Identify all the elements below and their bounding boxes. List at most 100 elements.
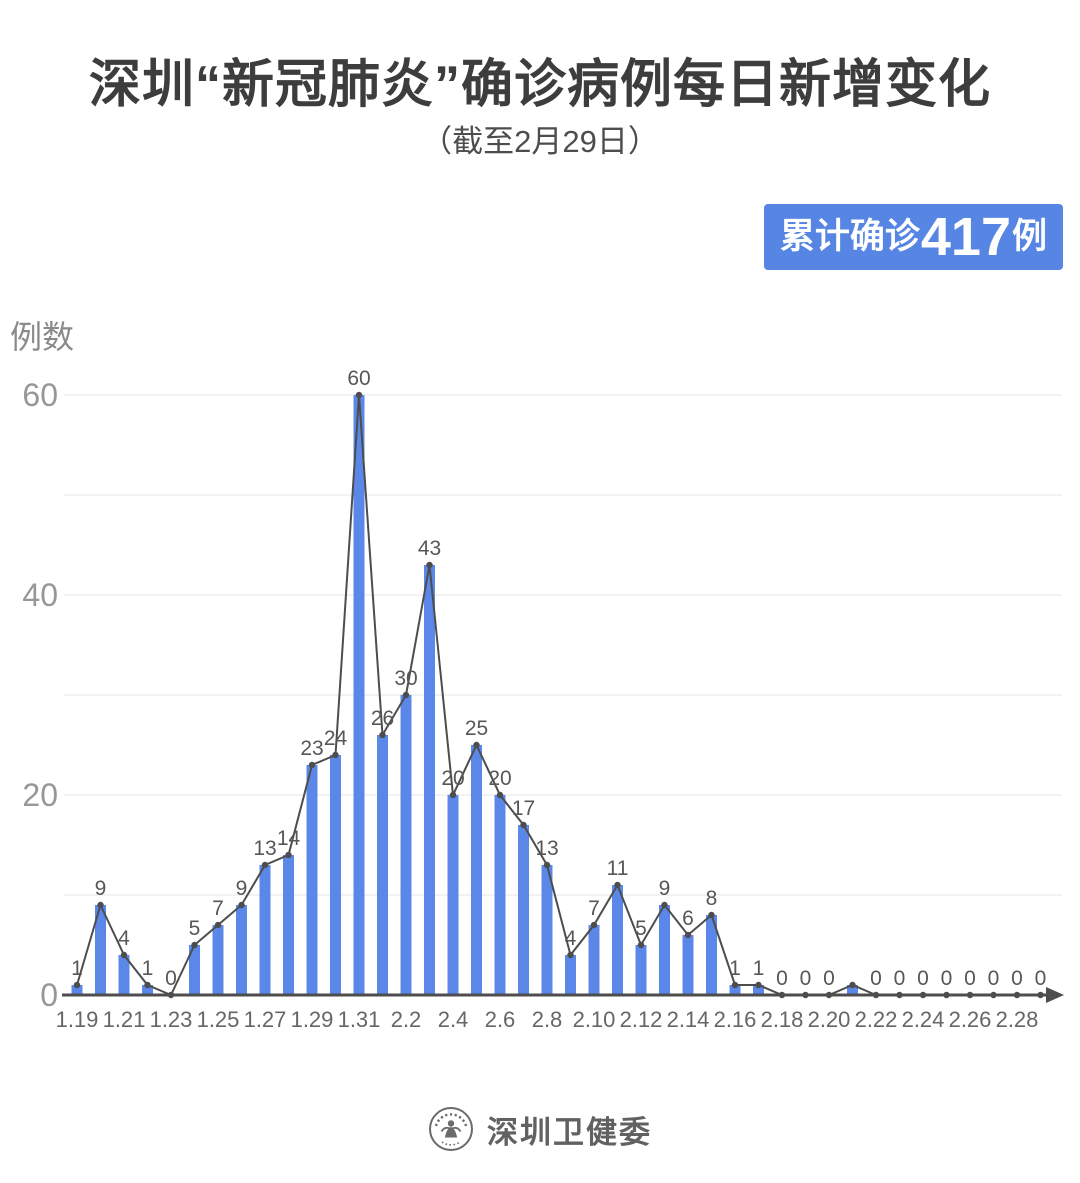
data-point-1.24 xyxy=(191,941,198,949)
value-label: 7 xyxy=(588,897,600,920)
data-point-2.9 xyxy=(567,951,574,959)
bar-2.9 xyxy=(565,955,576,995)
value-label: 0 xyxy=(776,967,788,990)
logo-outer-ring xyxy=(429,1107,473,1151)
bar-2.10 xyxy=(588,925,600,995)
value-label: 0 xyxy=(1011,967,1023,990)
x-tick-label: 2.16 xyxy=(714,1007,757,1032)
x-tick-label: 2.12 xyxy=(620,1007,663,1032)
data-point-2.17 xyxy=(755,981,762,989)
page-title: 深圳“新冠肺炎”确诊病例每日新增变化 xyxy=(88,56,991,114)
value-label: 20 xyxy=(441,767,464,790)
value-label: 9 xyxy=(95,877,107,900)
logo-text-ring xyxy=(434,1113,468,1127)
bar-2.5 xyxy=(471,745,482,995)
value-label: 4 xyxy=(118,927,130,950)
value-label: 0 xyxy=(823,967,835,990)
footer: 深圳卫健委 xyxy=(0,1106,1080,1152)
bar-1.27 xyxy=(259,865,271,995)
data-point-1.22 xyxy=(144,981,151,989)
data-point-2.2 xyxy=(402,691,410,699)
data-point-1.19 xyxy=(73,981,81,989)
x-tick-label: 2.14 xyxy=(667,1007,710,1032)
x-tick-label: 2.2 xyxy=(391,1007,422,1032)
value-label: 0 xyxy=(800,967,812,990)
bar-2.14 xyxy=(682,935,694,995)
data-point-1.26 xyxy=(238,901,245,909)
data-point-2.7 xyxy=(520,821,527,829)
x-tick-label: 2.26 xyxy=(949,1007,992,1032)
data-point-2.4 xyxy=(449,791,457,799)
data-point-2.16 xyxy=(731,981,739,989)
bar-2.7 xyxy=(518,825,529,995)
badge-unit: 例 xyxy=(1011,217,1047,256)
data-point-2.1 xyxy=(379,731,386,739)
data-point-2.14 xyxy=(684,931,692,939)
value-label: 0 xyxy=(165,967,177,990)
logo-bottom-text xyxy=(441,1141,461,1146)
bar-1.20 xyxy=(95,905,106,995)
data-point-1.31 xyxy=(355,391,363,399)
x-tick-label: 2.24 xyxy=(902,1007,945,1032)
bar-2.21 xyxy=(847,985,858,995)
data-point-2.28 xyxy=(1013,991,1021,999)
x-axis-arrow xyxy=(1046,987,1064,1003)
bar-1.30 xyxy=(330,755,341,995)
y-axis-title: 例数 xyxy=(10,319,75,355)
x-tick-label: 2.10 xyxy=(573,1007,616,1032)
footer-org-name: 深圳卫健委 xyxy=(487,1114,652,1150)
value-label: 14 xyxy=(277,827,301,850)
bar-2.15 xyxy=(706,915,717,995)
value-label: 1 xyxy=(142,957,154,980)
x-tick-label: 2.20 xyxy=(808,1007,851,1032)
y-tick-label: 60 xyxy=(22,377,58,413)
data-point-2.20 xyxy=(825,991,833,999)
bar-2.2 xyxy=(400,695,412,995)
value-label: 5 xyxy=(635,917,647,940)
badge-label: 累计确诊 xyxy=(779,217,920,256)
data-point-1.27 xyxy=(261,861,269,869)
x-tick-label: 2.22 xyxy=(855,1007,898,1032)
page-subtitle: （截至2月29日） xyxy=(421,124,659,159)
value-label: 7 xyxy=(212,897,224,920)
value-label: 17 xyxy=(512,797,535,820)
data-point-2.19 xyxy=(802,991,809,999)
value-label: 1 xyxy=(71,957,83,980)
bar-1.28 xyxy=(283,855,294,995)
value-label: 0 xyxy=(1035,967,1047,990)
data-point-2.18 xyxy=(778,991,786,999)
value-label: 26 xyxy=(371,707,394,730)
value-label: 43 xyxy=(418,537,441,560)
value-label: 23 xyxy=(300,737,323,760)
logo-person-arms xyxy=(440,1126,462,1132)
bar-1.29 xyxy=(306,765,318,995)
value-label: 9 xyxy=(659,877,671,900)
value-label: 0 xyxy=(917,967,929,990)
data-point-2.12 xyxy=(637,941,645,949)
data-point-2.22 xyxy=(872,991,880,999)
value-label: 0 xyxy=(870,967,882,990)
bar-2.11 xyxy=(612,885,623,995)
value-label: 4 xyxy=(565,927,577,950)
x-tick-label: 2.4 xyxy=(438,1007,469,1032)
x-tick-label: 2.6 xyxy=(485,1007,516,1032)
data-point-2.15 xyxy=(708,911,715,919)
data-point-2.3 xyxy=(426,561,433,569)
value-label: 9 xyxy=(236,877,248,900)
cumulative-total-badge: 累计确诊 417 例 xyxy=(763,204,1063,270)
bar-1.21 xyxy=(118,955,130,995)
value-label: 0 xyxy=(988,967,1000,990)
value-label: 0 xyxy=(894,967,906,990)
logo-person-body xyxy=(444,1127,458,1138)
bar-2.4 xyxy=(447,795,459,995)
bar-2.6 xyxy=(494,795,506,995)
badge-count: 417 xyxy=(920,207,1011,267)
trend-line xyxy=(76,394,1041,997)
value-label: 25 xyxy=(465,717,488,740)
y-tick-label: 20 xyxy=(22,777,58,813)
data-point-1.25 xyxy=(214,921,222,929)
value-label: 5 xyxy=(189,917,201,940)
data-point-2.23 xyxy=(896,991,903,999)
